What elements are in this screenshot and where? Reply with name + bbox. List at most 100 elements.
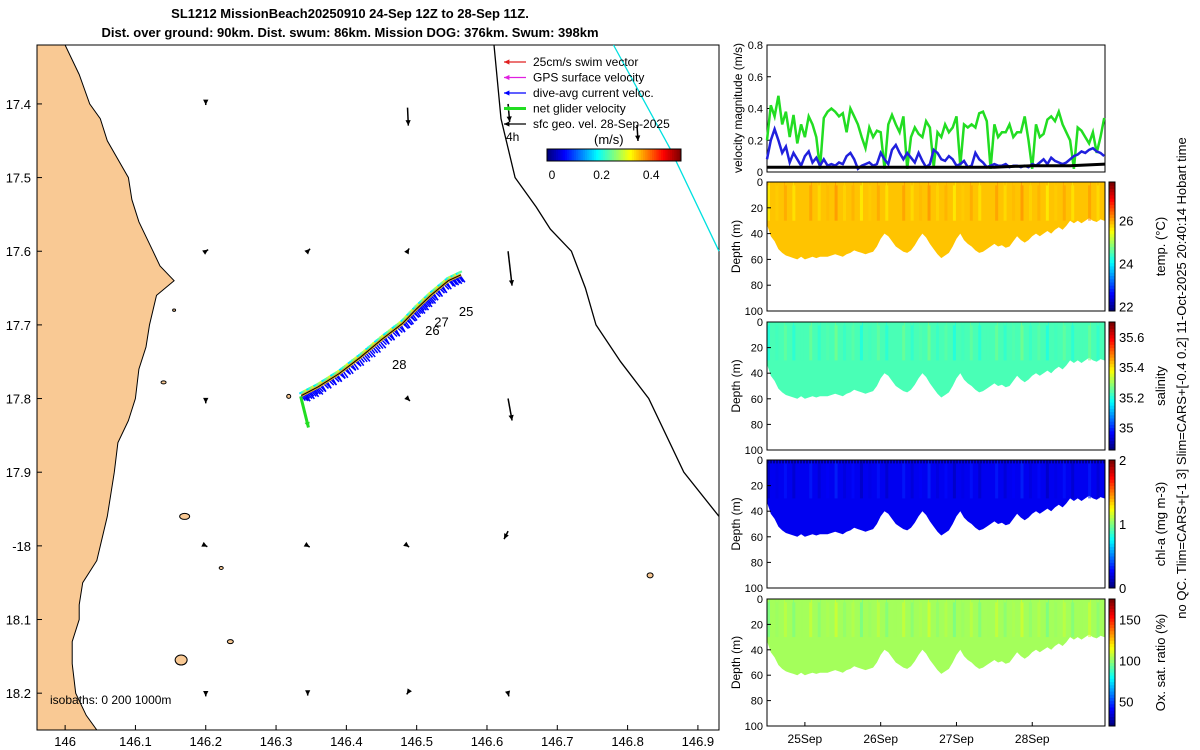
section-texture [969, 460, 973, 499]
legend-swatch-head [504, 74, 510, 81]
section-texture [936, 460, 939, 499]
section-texture [775, 460, 779, 499]
x-tick-label: 146.9 [682, 734, 715, 749]
section-colorbar-frame [1108, 459, 1116, 589]
y-tick-label: 17.9 [6, 465, 31, 480]
section-colorbar-segment [1109, 217, 1115, 222]
section-colorbar-segment [1109, 220, 1115, 225]
section-colorbar-segment [1109, 599, 1115, 603]
section-colorbar-tick-label: 50 [1119, 694, 1133, 709]
geo-vector-head [508, 280, 514, 286]
section-colorbar-segment [1109, 614, 1115, 619]
velocity-y-tick-label: 0 [757, 167, 763, 179]
x-tick-label: 146.4 [330, 734, 363, 749]
section-colorbar-segment [1109, 269, 1115, 273]
section-colorbar-segment [1109, 633, 1115, 638]
colorbar-segment [578, 149, 581, 161]
section-texture [1037, 599, 1041, 638]
section-texture [859, 322, 863, 361]
section-colorbar-segment [1109, 665, 1115, 670]
colorbar-segment [627, 149, 631, 161]
section-y-tick-label: 20 [751, 619, 763, 631]
section-y-label: Depth (m) [729, 636, 743, 689]
section-colorbar-segment [1109, 386, 1115, 390]
section-texture [927, 599, 931, 638]
section-texture [995, 599, 999, 638]
colorbar-segment [560, 149, 564, 161]
section-colorbar-segment [1109, 194, 1115, 199]
section-colorbar-segment [1109, 325, 1115, 329]
section-colorbar-segment [1109, 347, 1115, 352]
section-texture [868, 599, 872, 638]
section-colorbar-segment [1109, 568, 1115, 573]
section-colorbar-segment [1109, 440, 1115, 445]
section-colorbar-segment [1109, 191, 1115, 196]
current-vector [363, 353, 371, 362]
section-texture [1003, 599, 1007, 638]
colorbar-segment [667, 149, 671, 161]
colorbar-segment [553, 149, 557, 161]
island [286, 393, 292, 399]
legend-label: net glider velocity [533, 102, 626, 116]
section-colorbar-segment [1109, 687, 1115, 692]
section-colorbar-segment [1109, 672, 1115, 676]
section-colorbar-segment [1109, 649, 1115, 654]
section-colorbar-segment [1109, 207, 1115, 212]
section-texture [961, 322, 965, 361]
section-colorbar-segment [1109, 504, 1115, 509]
section-texture [809, 322, 813, 361]
section-texture [767, 460, 770, 499]
section-colorbar-segment [1109, 230, 1115, 235]
legend-label: GPS surface velocity [533, 71, 644, 85]
section-colorbar-segment [1109, 233, 1115, 238]
section-colorbar-segment [1109, 307, 1115, 312]
section-colorbar-segment [1109, 446, 1115, 451]
section-texture [995, 322, 999, 361]
section-colorbar-segment [1109, 495, 1115, 499]
colorbar-frame [546, 148, 682, 162]
section-colorbar-tick-label: 35.2 [1119, 390, 1144, 405]
section-texture [1012, 182, 1016, 221]
section-colorbar-segment [1109, 472, 1115, 477]
colorbar-segment [607, 149, 611, 161]
section-colorbar-segment [1109, 476, 1115, 480]
colorbar-segment [676, 149, 680, 161]
section-texture [775, 322, 779, 361]
section-texture [1037, 322, 1041, 361]
section-y-tick-label: 40 [751, 229, 763, 241]
colorbar-segment [571, 149, 575, 161]
section-texture [851, 460, 855, 499]
section-texture [834, 182, 838, 221]
colorbar-segment [643, 149, 646, 161]
section-colorbar-segment [1109, 485, 1115, 490]
section-texture [885, 322, 889, 361]
section-colorbar-segment [1109, 703, 1115, 708]
current-vector [425, 299, 433, 308]
section-texture [775, 182, 779, 221]
velocity-y-label: velocity magnitude (m/s) [731, 43, 745, 173]
section-colorbar-segment [1109, 328, 1115, 333]
section-texture [834, 460, 838, 499]
section-y-tick-label: 20 [751, 343, 763, 355]
x-tick-label: 146.8 [611, 734, 644, 749]
section-colorbar-segment [1109, 508, 1115, 512]
section-colorbar-segment [1109, 240, 1115, 244]
section-colorbar-segment [1109, 405, 1115, 409]
section-texture [817, 322, 821, 361]
section-y-tick-label: 100 [745, 583, 763, 595]
section-texture [1088, 182, 1092, 221]
section-colorbar-segment [1109, 357, 1115, 361]
velocity-y-tick-label: 0.8 [748, 40, 763, 52]
section-colorbar-segment [1109, 652, 1115, 657]
section-colorbar-segment [1109, 498, 1115, 503]
island [174, 654, 188, 666]
section-colorbar-segment [1109, 556, 1115, 560]
velocity-y-tick-label: 0.4 [748, 104, 763, 116]
section-colorbar-segment [1109, 198, 1115, 202]
section-x-tick-label: 26Sep [863, 732, 898, 746]
section-colorbar-segment [1109, 304, 1115, 309]
section-texture [876, 460, 880, 499]
y-tick-label: 17.8 [6, 392, 31, 407]
y-tick-label: 18.2 [6, 686, 31, 701]
